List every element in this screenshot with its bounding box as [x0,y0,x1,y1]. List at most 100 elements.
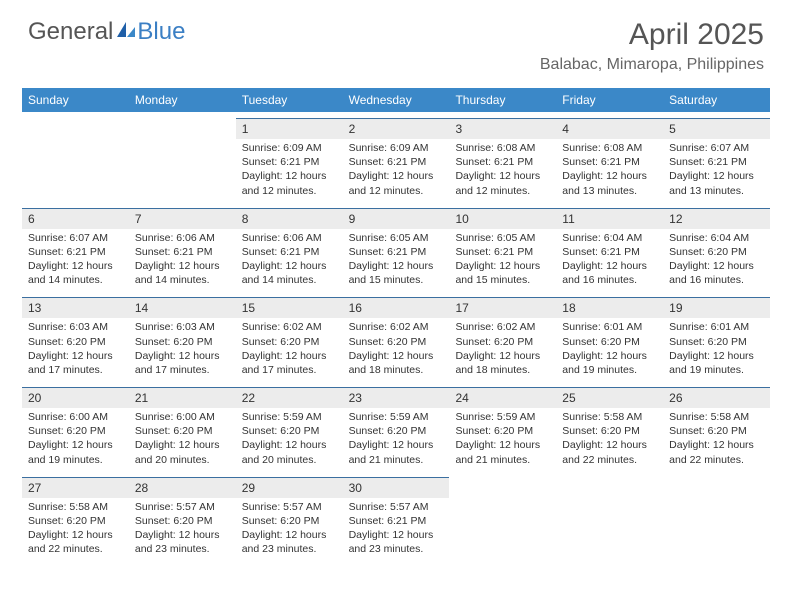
title-block: April 2025 Balabac, Mimaropa, Philippine… [540,18,764,74]
day-details: Sunrise: 5:59 AMSunset: 6:20 PMDaylight:… [449,410,556,467]
day-number: 17 [449,297,556,318]
day-number: 22 [236,387,343,408]
day-number: 13 [22,297,129,318]
day-details: Sunrise: 6:01 AMSunset: 6:20 PMDaylight:… [556,320,663,377]
day-details: Sunrise: 6:06 AMSunset: 6:21 PMDaylight:… [129,231,236,288]
logo-text-1: General [28,18,113,46]
week-row: 13Sunrise: 6:03 AMSunset: 6:20 PMDayligh… [22,297,770,381]
day-cell: 16Sunrise: 6:02 AMSunset: 6:20 PMDayligh… [343,297,450,381]
day-number: 23 [343,387,450,408]
day-details: Sunrise: 5:58 AMSunset: 6:20 PMDaylight:… [22,500,129,557]
day-number: 11 [556,208,663,229]
weekday-header: Saturday [663,88,770,112]
day-number: 24 [449,387,556,408]
day-number: 18 [556,297,663,318]
day-number: 10 [449,208,556,229]
day-cell: 3Sunrise: 6:08 AMSunset: 6:21 PMDaylight… [449,118,556,202]
day-number: 2 [343,118,450,139]
day-number: 9 [343,208,450,229]
day-cell: . [663,477,770,561]
day-cell: 12Sunrise: 6:04 AMSunset: 6:20 PMDayligh… [663,208,770,292]
day-cell: 30Sunrise: 5:57 AMSunset: 6:21 PMDayligh… [343,477,450,561]
day-details: Sunrise: 5:59 AMSunset: 6:20 PMDaylight:… [236,410,343,467]
day-cell: 14Sunrise: 6:03 AMSunset: 6:20 PMDayligh… [129,297,236,381]
day-details: Sunrise: 6:02 AMSunset: 6:20 PMDaylight:… [236,320,343,377]
day-details: Sunrise: 6:03 AMSunset: 6:20 PMDaylight:… [129,320,236,377]
day-cell: 24Sunrise: 5:59 AMSunset: 6:20 PMDayligh… [449,387,556,471]
day-details: Sunrise: 6:04 AMSunset: 6:21 PMDaylight:… [556,231,663,288]
day-number: 16 [343,297,450,318]
day-number: 14 [129,297,236,318]
day-cell: 23Sunrise: 5:59 AMSunset: 6:20 PMDayligh… [343,387,450,471]
day-number: 12 [663,208,770,229]
day-details: Sunrise: 6:00 AMSunset: 6:20 PMDaylight:… [22,410,129,467]
day-number: 30 [343,477,450,498]
day-cell: 26Sunrise: 5:58 AMSunset: 6:20 PMDayligh… [663,387,770,471]
month-title: April 2025 [540,18,764,52]
day-details: Sunrise: 5:58 AMSunset: 6:20 PMDaylight:… [663,410,770,467]
day-details: Sunrise: 5:57 AMSunset: 6:20 PMDaylight:… [236,500,343,557]
day-details: Sunrise: 6:03 AMSunset: 6:20 PMDaylight:… [22,320,129,377]
day-cell: . [449,477,556,561]
day-details: Sunrise: 5:57 AMSunset: 6:20 PMDaylight:… [129,500,236,557]
logo-text-2: Blue [137,18,185,46]
location: Balabac, Mimaropa, Philippines [540,56,764,74]
day-cell: 15Sunrise: 6:02 AMSunset: 6:20 PMDayligh… [236,297,343,381]
day-cell: . [556,477,663,561]
day-cell: 22Sunrise: 5:59 AMSunset: 6:20 PMDayligh… [236,387,343,471]
day-cell: 8Sunrise: 6:06 AMSunset: 6:21 PMDaylight… [236,208,343,292]
day-cell: 2Sunrise: 6:09 AMSunset: 6:21 PMDaylight… [343,118,450,202]
day-number: 20 [22,387,129,408]
day-details: Sunrise: 6:09 AMSunset: 6:21 PMDaylight:… [343,141,450,198]
day-cell: 19Sunrise: 6:01 AMSunset: 6:20 PMDayligh… [663,297,770,381]
day-cell: 29Sunrise: 5:57 AMSunset: 6:20 PMDayligh… [236,477,343,561]
day-number: 15 [236,297,343,318]
day-number: 28 [129,477,236,498]
weekday-header: Sunday [22,88,129,112]
day-details: Sunrise: 6:09 AMSunset: 6:21 PMDaylight:… [236,141,343,198]
weekday-header-row: SundayMondayTuesdayWednesdayThursdayFrid… [22,88,770,112]
day-details: Sunrise: 6:05 AMSunset: 6:21 PMDaylight:… [343,231,450,288]
day-details: Sunrise: 6:02 AMSunset: 6:20 PMDaylight:… [343,320,450,377]
weekday-header: Friday [556,88,663,112]
day-number: 7 [129,208,236,229]
day-details: Sunrise: 6:08 AMSunset: 6:21 PMDaylight:… [556,141,663,198]
day-cell: 9Sunrise: 6:05 AMSunset: 6:21 PMDaylight… [343,208,450,292]
day-details: Sunrise: 6:01 AMSunset: 6:20 PMDaylight:… [663,320,770,377]
day-cell: . [129,118,236,202]
day-cell: 18Sunrise: 6:01 AMSunset: 6:20 PMDayligh… [556,297,663,381]
day-number: 27 [22,477,129,498]
day-number: 1 [236,118,343,139]
weekday-header: Monday [129,88,236,112]
weekday-header: Thursday [449,88,556,112]
day-number: 3 [449,118,556,139]
day-details: Sunrise: 6:00 AMSunset: 6:20 PMDaylight:… [129,410,236,467]
day-details: Sunrise: 5:58 AMSunset: 6:20 PMDaylight:… [556,410,663,467]
day-details: Sunrise: 6:07 AMSunset: 6:21 PMDaylight:… [663,141,770,198]
logo: General Blue [28,18,185,46]
week-row: 6Sunrise: 6:07 AMSunset: 6:21 PMDaylight… [22,208,770,292]
logo-sail-icon [115,18,137,46]
day-number: 4 [556,118,663,139]
day-cell: 21Sunrise: 6:00 AMSunset: 6:20 PMDayligh… [129,387,236,471]
day-details: Sunrise: 6:06 AMSunset: 6:21 PMDaylight:… [236,231,343,288]
day-cell: 11Sunrise: 6:04 AMSunset: 6:21 PMDayligh… [556,208,663,292]
day-cell: 10Sunrise: 6:05 AMSunset: 6:21 PMDayligh… [449,208,556,292]
day-details: Sunrise: 6:05 AMSunset: 6:21 PMDaylight:… [449,231,556,288]
day-number: 26 [663,387,770,408]
day-details: Sunrise: 6:08 AMSunset: 6:21 PMDaylight:… [449,141,556,198]
day-number: 6 [22,208,129,229]
day-number: 19 [663,297,770,318]
day-cell: 4Sunrise: 6:08 AMSunset: 6:21 PMDaylight… [556,118,663,202]
day-details: Sunrise: 6:07 AMSunset: 6:21 PMDaylight:… [22,231,129,288]
day-number: 21 [129,387,236,408]
day-details: Sunrise: 6:04 AMSunset: 6:20 PMDaylight:… [663,231,770,288]
day-number: 8 [236,208,343,229]
day-number: 5 [663,118,770,139]
day-cell: 17Sunrise: 6:02 AMSunset: 6:20 PMDayligh… [449,297,556,381]
day-cell: 20Sunrise: 6:00 AMSunset: 6:20 PMDayligh… [22,387,129,471]
day-number: 25 [556,387,663,408]
day-details: Sunrise: 5:57 AMSunset: 6:21 PMDaylight:… [343,500,450,557]
calendar: SundayMondayTuesdayWednesdayThursdayFrid… [0,82,792,560]
day-cell: 6Sunrise: 6:07 AMSunset: 6:21 PMDaylight… [22,208,129,292]
